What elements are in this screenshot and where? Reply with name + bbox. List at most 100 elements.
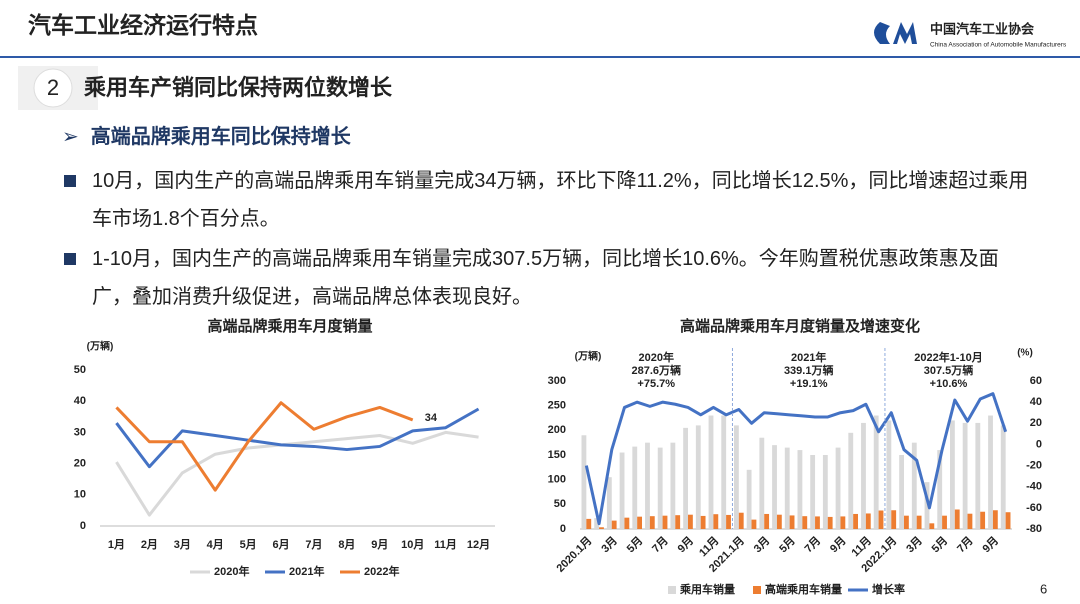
bar <box>861 422 866 529</box>
bar <box>980 511 986 529</box>
y2-tick-label: -60 <box>1026 502 1042 514</box>
legend-swatch <box>753 586 761 594</box>
header-title: 汽车工业经济运行特点 <box>28 12 258 38</box>
bar <box>942 515 947 529</box>
bar <box>911 442 917 529</box>
bar <box>645 442 650 529</box>
x-tick-label: 1月 <box>108 538 125 551</box>
bar <box>683 427 688 529</box>
annotation: 2021年 <box>791 350 826 364</box>
bar <box>700 515 706 529</box>
org-name-en: China Association of Automobile Manufact… <box>930 42 1067 49</box>
x-tick-label: 9月 <box>675 534 696 555</box>
annotation: +19.1% <box>790 378 828 390</box>
y-tick-label: 30 <box>74 426 86 438</box>
y2-tick-label: -40 <box>1026 481 1042 493</box>
section-title: 乘用车产销同比保持两位数增长 <box>83 75 393 100</box>
x-tick-label: 4月 <box>207 538 224 551</box>
x-tick-label: 9月 <box>371 538 388 551</box>
data-label: 34 <box>425 412 438 424</box>
y-tick-label: 150 <box>548 449 566 461</box>
bar <box>899 455 904 529</box>
bar <box>776 514 782 529</box>
x-tick-label: 5月 <box>777 534 798 555</box>
bar <box>916 515 922 529</box>
bar <box>657 447 663 529</box>
bar <box>670 442 676 529</box>
bar <box>924 482 930 529</box>
subheading-text: 高端品牌乘用车同比保持增长 <box>90 126 351 148</box>
annotation: 2022年1-10月 <box>914 350 983 364</box>
bar <box>848 432 854 529</box>
bar <box>581 435 587 529</box>
bar <box>840 516 846 529</box>
legend-label: 2022年 <box>364 564 399 578</box>
bar <box>713 514 719 529</box>
bar <box>632 446 638 529</box>
bar <box>708 415 714 529</box>
bullet: 1-10月，国内生产的高端品牌乘用车销量完成307.5万辆，同比增长10.6%。… <box>62 240 1032 316</box>
bar <box>611 520 617 529</box>
bar <box>695 425 701 529</box>
bar <box>619 452 625 529</box>
x-tick-label: 11月 <box>434 538 457 551</box>
y-tick-label: 10 <box>74 489 86 501</box>
bar <box>772 445 777 529</box>
bar <box>992 510 998 529</box>
bar <box>988 415 993 529</box>
y2-unit: (%) <box>1017 348 1033 359</box>
annotation: 287.6万辆 <box>631 363 681 377</box>
series-line <box>115 401 414 492</box>
bar <box>873 415 879 529</box>
x-tick-label: 7月 <box>305 538 322 551</box>
bar <box>784 447 790 529</box>
bar <box>721 415 727 529</box>
y-tick-label: 0 <box>560 523 566 535</box>
bar <box>624 517 630 529</box>
x-tick-label: 3月 <box>174 538 191 551</box>
bar <box>954 509 960 529</box>
section-circle <box>33 68 73 108</box>
series-line <box>115 407 480 469</box>
page-number: 6 <box>1040 581 1047 596</box>
bar <box>606 477 612 529</box>
y-tick-label: 250 <box>548 400 566 412</box>
bar <box>764 513 770 529</box>
bar <box>599 527 604 529</box>
x-tick-label: 10月 <box>401 538 424 551</box>
x-tick-label: 5月 <box>624 534 645 555</box>
legend-label: 高端乘用车销量 <box>765 582 842 596</box>
x-tick-label: 6月 <box>272 538 289 551</box>
bar <box>802 516 808 529</box>
x-tick-label: 8月 <box>338 538 355 551</box>
bar <box>975 422 981 529</box>
y2-tick-label: -20 <box>1026 459 1042 471</box>
y-tick-label: 100 <box>548 474 566 486</box>
y-tick-label: 50 <box>74 364 86 376</box>
y2-tick-label: 60 <box>1030 375 1042 387</box>
x-tick-label: 12月 <box>467 538 490 551</box>
legend-label: 2020年 <box>214 564 249 578</box>
legend-label: 增长率 <box>872 582 905 596</box>
x-tick-label: 7月 <box>649 534 670 555</box>
section-number: 2 <box>47 75 59 100</box>
bar <box>827 516 833 529</box>
x-tick-label: 5月 <box>929 534 950 555</box>
bar <box>649 516 655 529</box>
chart-title: 高端品牌乘用车月度销量 <box>207 317 372 335</box>
bar <box>822 455 828 529</box>
bar <box>865 513 871 529</box>
bar <box>853 513 859 529</box>
x-tick-label: 7月 <box>802 534 823 555</box>
bar <box>759 437 765 529</box>
bar <box>797 450 803 529</box>
bar <box>835 447 841 529</box>
y-tick-label: 50 <box>554 498 566 510</box>
y2-tick-label: 20 <box>1030 417 1042 429</box>
x-tick-label: 2020.1月 <box>554 534 595 575</box>
legend-label: 乘用车销量 <box>679 582 735 596</box>
y-tick-label: 0 <box>80 520 86 532</box>
bar <box>746 469 752 529</box>
